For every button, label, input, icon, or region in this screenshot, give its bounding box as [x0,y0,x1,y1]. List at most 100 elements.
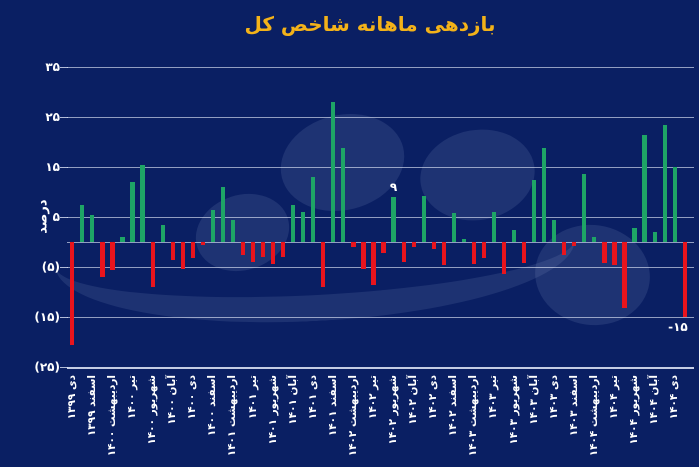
x-tick-label: آبان ۱۴۰۱ [286,375,299,425]
annotation-value-label: -۱۵ [668,320,688,334]
bar-positive-23 [301,212,306,242]
x-tick-label: اسفند ۱۴۰۲ [447,375,460,437]
bar-positive-15 [220,187,225,242]
bar-negative-0 [70,242,75,345]
bar-positive-7 [140,164,145,242]
y-tick-label: ۲۵ [45,110,60,124]
x-tick-label: شهریور ۱۴۰۲ [387,375,400,445]
bar-positive-14 [210,209,215,242]
bar-positive-58 [652,231,657,242]
bar-negative-50 [572,242,577,246]
bar-positive-42 [491,212,497,242]
x-tick-label: شهریور ۱۴۰۰ [146,375,159,445]
bar-negative-3 [100,242,105,277]
bar-negative-41 [481,242,487,258]
bar-negative-45 [522,242,527,263]
bar-positive-16 [230,219,236,242]
bar-positive-5 [120,237,125,242]
y-tick-mark [60,67,68,68]
x-tick-label: آبان ۱۴۰۴ [648,375,661,425]
bar-negative-49 [562,242,567,255]
bar-negative-53 [602,242,607,263]
bar-negative-8 [150,242,155,287]
bar-positive-46 [532,180,537,242]
y-tick-label: ۵ [52,210,60,224]
y-tick-label: ۱۵ [45,160,60,174]
x-tick-label: آبان ۱۴۰۰ [166,375,179,425]
bar-positive-6 [130,182,135,242]
x-tick-label: اردیبهشت ۱۴۰۳ [467,375,480,457]
y-tick-mark [60,217,68,218]
y-tick-mark [60,317,68,318]
y-tick-mark [60,367,68,368]
bar-negative-29 [361,242,366,269]
y-gridline [67,117,694,118]
bar-negative-40 [471,242,476,264]
bar-negative-18 [250,242,256,262]
x-tick-label: شهریور ۱۴۰۳ [507,375,520,445]
x-tick-label: دی ۱۴۰۳ [547,375,560,420]
x-tick-label: اردیبهشت ۱۴۰۱ [226,375,239,457]
bar-positive-1 [80,204,85,242]
x-tick-label: اردیبهشت ۱۴۰۲ [346,375,359,457]
x-tick-label: تیر ۱۴۰۲ [367,375,379,420]
x-tick-label: اردیبهشت ۱۴۰۴ [587,375,600,457]
bar-negative-21 [281,242,286,257]
x-axis-line [67,367,694,369]
bar-negative-43 [501,242,507,274]
y-tick-label: ۳۵ [45,60,60,74]
bar-negative-13 [200,242,205,245]
bar-positive-56 [632,227,637,242]
bar-negative-19 [260,242,266,257]
bar-negative-25 [321,242,326,287]
x-tick-label: آبان ۱۴۰۳ [527,375,540,425]
x-tick-label: اسفند ۱۴۰۰ [206,375,219,437]
y-tick-label: (۵) [41,260,60,274]
bar-negative-11 [180,242,185,269]
y-gridline [67,167,694,168]
bar-positive-9 [160,224,165,242]
x-tick-label: اردیبهشت ۱۴۰۰ [105,375,118,457]
bar-positive-59 [662,125,667,242]
bar-positive-60 [672,167,677,242]
bar-positive-52 [592,237,597,242]
bar-negative-4 [110,242,115,270]
y-tick-label: (۲۵) [34,360,60,374]
y-tick-mark [60,167,68,168]
annotation-value-label: ۹ [389,180,398,194]
x-tick-label: شهریور ۱۴۰۱ [266,375,279,445]
y-gridline [67,242,694,243]
bar-positive-44 [511,229,517,242]
y-gridline [67,217,694,218]
bar-negative-61 [682,242,687,317]
bar-negative-36 [431,242,436,249]
bar-negative-12 [190,242,195,258]
y-gridline [67,267,694,268]
bar-positive-57 [642,135,647,242]
y-tick-mark [60,117,68,118]
y-tick-mark [60,267,68,268]
x-tick-label: شهریور ۱۴۰۴ [628,375,641,445]
bar-positive-39 [461,238,466,242]
bar-positive-22 [291,204,296,242]
y-gridline [67,317,694,318]
x-tick-label: تیر ۱۴۰۰ [126,375,139,420]
y-gridline [67,67,694,68]
page-title: بازدهی ماهانه شاخص کل [244,12,496,36]
bar-positive-51 [582,174,587,242]
x-tick-label: دی ۱۴۰۲ [427,375,440,420]
bar-positive-48 [552,220,557,242]
x-tick-label: آبان ۱۴۰۲ [407,375,420,425]
bar-negative-30 [371,242,376,285]
bar-positive-35 [421,195,426,242]
x-tick-label: دی ۱۳۹۹ [65,375,78,420]
x-tick-label: اسفند ۱۴۰۱ [326,375,339,437]
bar-negative-54 [612,242,617,265]
x-tick-label: دی ۱۴۰۱ [306,375,319,420]
bar-negative-17 [240,242,246,255]
x-tick-label: تیر ۱۴۰۳ [487,375,500,420]
x-tick-label: اسفند ۱۳۹۹ [85,375,98,437]
x-tick-label: اسفند ۱۴۰۳ [567,375,580,437]
bar-positive-26 [331,102,336,242]
bar-negative-31 [381,242,386,253]
